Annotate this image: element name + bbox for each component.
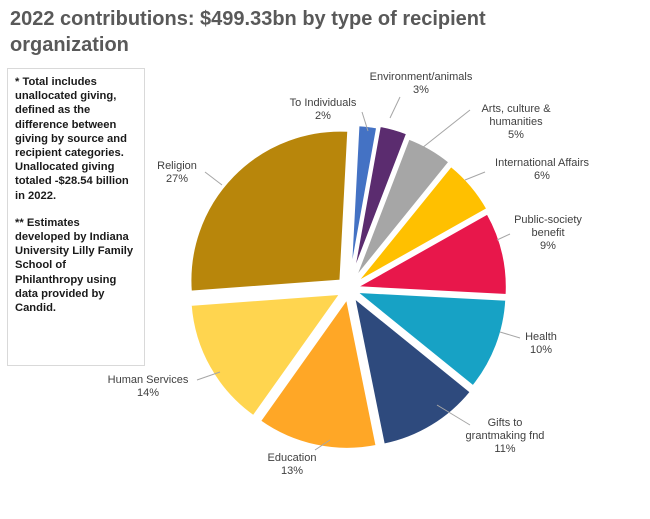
pie-slice-health [355,290,508,388]
pie-slice-public-society-benefit [355,212,508,297]
leader-line [361,111,369,132]
slice-label: Arts, culture & humanities 5% [481,103,551,141]
pie-slice-arts-culture-humanities [354,137,451,280]
pie-slice-human-services [189,292,342,418]
slice-label: Gifts to grantmaking fnd 11% [466,417,545,455]
pie-slice-to-individuals [349,124,379,277]
note-unallocated: * Total includes unallocated giving, def… [15,76,129,202]
leader-line [204,171,223,186]
leader-line [496,233,511,241]
leader-line [314,439,331,451]
pie-slices [189,124,508,450]
leader-line [196,371,221,381]
chart-title: 2022 contributions: $499.33bn by type of… [10,8,486,56]
leader-line [421,109,471,149]
notes-box: * Total includes unallocated giving, def… [7,68,145,366]
leader-lines [196,96,521,451]
pie-slice-education [259,297,378,450]
slice-label: Education 13% [268,452,317,477]
slice-label: Health 10% [525,331,557,356]
slice-label: International Affairs 6% [495,157,589,182]
leader-line [389,96,401,119]
slice-label: Human Services 14% [108,374,189,399]
leader-line [499,331,521,339]
pie-slice-religion [189,129,350,293]
slice-labels: To Individuals 2% Environment/animals 3% Art… [108,71,590,477]
slice-label: Religion 27% [157,160,197,185]
leader-line [464,171,486,181]
slice-label: To Individuals 2% [290,97,357,122]
note-estimates: ** Estimates developed by Indiana Univer… [15,216,134,315]
pie-slice-environment-animals [352,124,409,275]
pie-slice-international-affairs [355,164,489,284]
slice-label: Environment/animals 3% [370,71,473,96]
slice-label: Public-society benefit 9% [514,214,582,252]
leader-line [436,404,471,426]
